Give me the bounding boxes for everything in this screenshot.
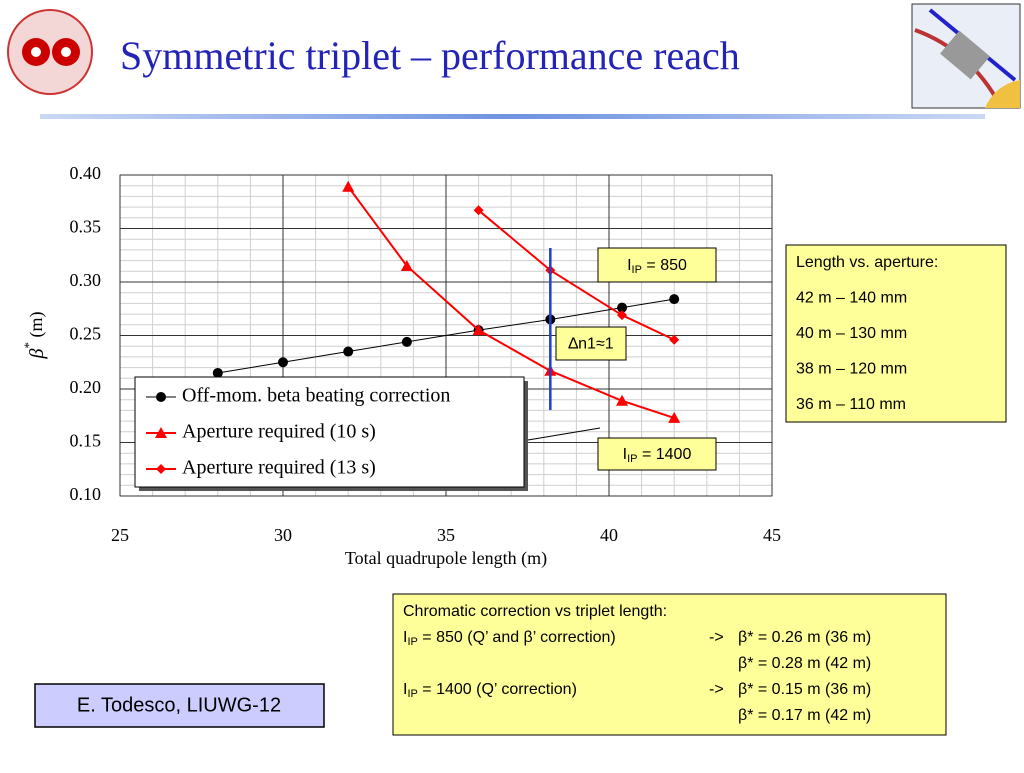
chromatic-result: β* = 0.28 m (42 m) <box>738 655 871 672</box>
annotation-box <box>597 247 717 283</box>
author-box <box>34 683 325 728</box>
text-part: β <box>26 348 48 359</box>
marker <box>669 334 680 345</box>
logo-left <box>7 9 93 95</box>
marker <box>343 346 354 357</box>
legend-label: Aperture required (13 s) <box>182 457 376 479</box>
y-tick-label: 0.20 <box>70 377 102 397</box>
text-part: IP <box>627 453 637 465</box>
title-rule <box>40 114 985 119</box>
marker <box>668 411 681 423</box>
y-tick-label: 0.30 <box>70 270 102 290</box>
slide-title: Symmetric triplet – performance reach <box>120 33 740 78</box>
aperture-text: 38 m – 120 mm <box>796 361 907 378</box>
series-line <box>347 186 675 419</box>
aperture-text: 36 m – 110 mm <box>796 396 906 413</box>
text-part: IP <box>632 264 642 276</box>
marker <box>212 367 223 378</box>
text-part: I <box>403 629 407 646</box>
annotation: IIP = 1400 <box>623 446 692 465</box>
aperture-box <box>785 244 1007 423</box>
x-tick-label: 30 <box>274 525 292 545</box>
chromatic-result: β* = 0.15 m (36 m) <box>738 681 871 698</box>
marker <box>400 259 413 271</box>
text-part: = 1400 <box>638 446 692 463</box>
y-tick-label: 0.35 <box>70 217 102 237</box>
annotation: IIP = 850 <box>627 257 687 276</box>
series-line <box>477 209 675 341</box>
x-tick-label: 25 <box>111 525 129 545</box>
legend-marker <box>155 427 167 438</box>
y-tick-label: 0.15 <box>70 431 102 451</box>
legend-label: Off-mom. beta beating correction <box>182 385 450 407</box>
chromatic-arrow: -> <box>709 681 724 698</box>
y-tick-label: 0.40 <box>70 163 102 183</box>
y-tick-label: 0.10 <box>70 484 102 504</box>
legend-label: Aperture required (10 s) <box>182 421 376 443</box>
text-part: ∆n1≈1 <box>568 336 613 353</box>
text-part: I <box>623 446 627 463</box>
connector <box>521 427 601 442</box>
chromatic-result: β* = 0.26 m (36 m) <box>738 629 871 646</box>
chromatic-heading: Chromatic correction vs triplet length: <box>403 603 667 620</box>
text-part: = 850 <box>642 257 687 274</box>
marker <box>617 310 628 321</box>
x-tick-label: 35 <box>437 525 455 545</box>
marker <box>472 324 485 336</box>
chromatic-condition: IIP = 850 (Q’ and β’ correction) <box>403 629 616 648</box>
x-axis-label: Total quadrupole length (m) <box>345 548 547 569</box>
text-part: (m) <box>26 312 47 343</box>
x-tick-label: 45 <box>763 525 781 545</box>
chromatic-result: β* = 0.17 m (42 m) <box>738 707 871 724</box>
chromatic-condition: IIP = 1400 (Q’ correction) <box>403 681 577 700</box>
text-part: IP <box>407 636 417 648</box>
aperture-text: Length vs. aperture: <box>796 254 938 271</box>
text-part: * <box>21 342 36 349</box>
annotation-box <box>597 437 717 471</box>
series-line <box>217 298 675 374</box>
text-part: IP <box>407 688 417 700</box>
text-part: I <box>627 257 631 274</box>
aperture-text: 40 m – 130 mm <box>796 325 907 342</box>
marker <box>669 294 680 305</box>
x-tick-label: 40 <box>600 525 618 545</box>
marker <box>617 302 628 313</box>
annotation-box <box>555 326 627 361</box>
marker <box>342 180 355 192</box>
text-part: = 1400 (Q’ correction) <box>418 681 577 698</box>
aperture-text: 42 m – 140 mm <box>796 290 907 307</box>
text-part: = 850 (Q’ and β’ correction) <box>418 629 616 646</box>
legend-marker <box>156 392 166 402</box>
text-part: I <box>403 681 407 698</box>
marker <box>401 336 412 347</box>
annotation: ∆n1≈1 <box>568 336 613 353</box>
chromatic-arrow: -> <box>709 629 724 646</box>
logo-right <box>911 3 1021 109</box>
legend <box>134 376 525 488</box>
marker <box>616 394 629 406</box>
marker <box>473 205 484 216</box>
y-axis-label: β* (m) <box>21 312 48 360</box>
chromatic-box <box>392 593 947 736</box>
marker <box>278 357 288 368</box>
author: E. Todesco, LIUWG-12 <box>77 694 281 716</box>
y-tick-label: 0.25 <box>70 324 102 344</box>
legend-marker <box>156 464 166 474</box>
